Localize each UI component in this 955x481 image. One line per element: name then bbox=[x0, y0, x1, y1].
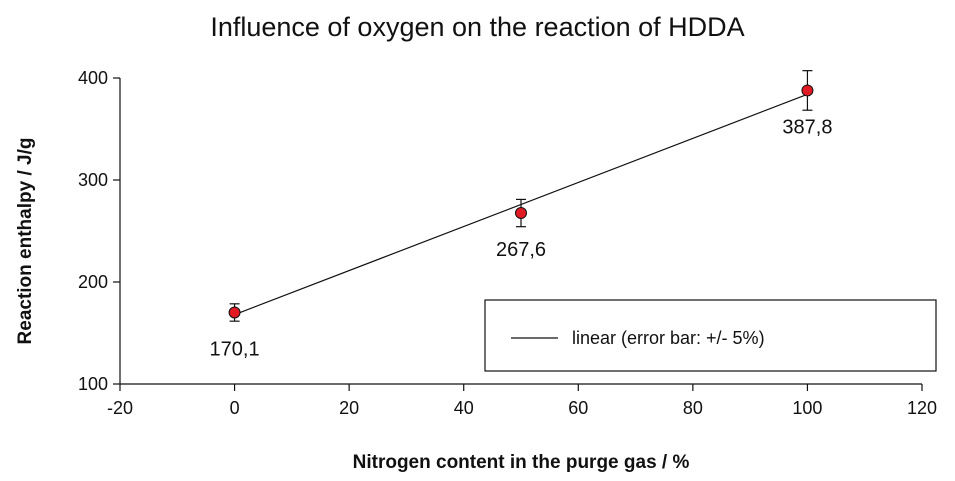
x-tick-label: -20 bbox=[107, 398, 133, 418]
x-tick-label: 100 bbox=[792, 398, 822, 418]
data-point bbox=[228, 306, 241, 319]
y-tick-label: 200 bbox=[78, 272, 108, 292]
x-tick-label: 120 bbox=[907, 398, 937, 418]
y-tick-label: 100 bbox=[78, 374, 108, 394]
data-label: 387,8 bbox=[782, 116, 832, 138]
x-tick-label: 40 bbox=[454, 398, 474, 418]
y-tick-label: 400 bbox=[78, 68, 108, 88]
x-axis-label: Nitrogen content in the purge gas / % bbox=[352, 452, 690, 473]
y-axis-label: Reaction enthalpy / J/g bbox=[15, 137, 36, 345]
x-tick-label: 60 bbox=[568, 398, 588, 418]
x-tick-label: 0 bbox=[230, 398, 240, 418]
x-tick-label: 20 bbox=[339, 398, 359, 418]
x-tick-label: 80 bbox=[683, 398, 703, 418]
data-point bbox=[801, 84, 814, 97]
data-label: 267,6 bbox=[496, 239, 546, 261]
legend-box bbox=[484, 299, 937, 372]
chart-title: Influence of oxygen on the reaction of H… bbox=[210, 12, 745, 42]
data-point bbox=[515, 207, 527, 220]
legend-label: linear (error bar: +/- 5%) bbox=[572, 328, 765, 348]
data-label: 170,1 bbox=[210, 338, 260, 360]
y-tick-label: 300 bbox=[78, 170, 108, 190]
